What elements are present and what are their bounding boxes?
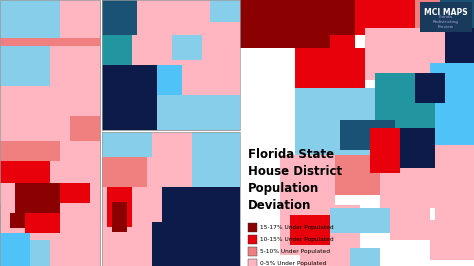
Bar [435, 185, 474, 220]
Bar [420, 2, 472, 32]
Text: Population: Population [248, 182, 319, 195]
Bar [415, 73, 445, 103]
Bar [280, 155, 335, 205]
Bar [102, 132, 240, 266]
Bar [370, 128, 400, 173]
Bar [340, 120, 395, 150]
Bar [172, 0, 210, 18]
Bar [248, 259, 257, 266]
Bar [248, 247, 257, 256]
Bar [102, 35, 132, 65]
Bar [102, 157, 147, 187]
Text: Florida
Redistricting
Preview: Florida Redistricting Preview [433, 15, 459, 29]
Bar [162, 187, 240, 222]
Bar [390, 205, 430, 240]
Bar [102, 132, 240, 266]
Bar [0, 0, 60, 38]
Bar [0, 0, 100, 266]
Bar [182, 65, 240, 90]
Bar [240, 0, 355, 48]
Bar [290, 215, 330, 245]
Bar [70, 116, 100, 141]
Bar [0, 0, 100, 266]
Bar [335, 155, 380, 195]
Bar [0, 233, 30, 266]
Bar [295, 88, 375, 128]
Bar [365, 28, 430, 80]
Bar [0, 38, 100, 46]
Text: House District: House District [248, 165, 342, 178]
Bar [0, 46, 50, 86]
Bar [10, 213, 25, 228]
Bar [192, 157, 240, 187]
Bar [248, 235, 257, 244]
Bar [0, 183, 15, 203]
Text: 10-15% Under Populated: 10-15% Under Populated [260, 237, 334, 242]
Bar [15, 183, 60, 213]
Bar [330, 208, 390, 233]
Bar [0, 86, 100, 116]
Bar [30, 240, 50, 266]
Bar [102, 65, 157, 130]
Bar [102, 222, 152, 266]
Bar [280, 205, 360, 255]
Text: 15-17% Under Populated: 15-17% Under Populated [260, 225, 334, 230]
Bar [440, 0, 474, 28]
Bar [248, 247, 257, 256]
Bar [132, 187, 162, 222]
Bar [435, 100, 474, 145]
Bar [132, 35, 172, 60]
Bar [202, 35, 240, 60]
Bar [240, 0, 474, 266]
Bar [192, 132, 240, 157]
Bar [25, 213, 60, 233]
Bar [430, 28, 474, 73]
Text: Florida State: Florida State [248, 148, 334, 161]
Bar [300, 245, 350, 266]
Bar [330, 35, 355, 55]
Text: MCI MAPS: MCI MAPS [424, 8, 468, 17]
Bar [430, 220, 474, 260]
Bar [0, 116, 70, 141]
Bar [415, 0, 470, 28]
Bar [295, 128, 395, 173]
Bar [355, 0, 415, 35]
Bar [60, 141, 100, 161]
Bar [0, 141, 60, 161]
Bar [112, 202, 127, 232]
Bar [147, 157, 192, 187]
Bar [102, 0, 240, 130]
Bar [137, 0, 172, 25]
Bar [248, 259, 257, 266]
Bar [445, 28, 474, 63]
Bar [60, 183, 90, 203]
Bar [102, 0, 137, 35]
Bar [152, 222, 240, 266]
Bar [430, 63, 474, 101]
Bar [102, 0, 240, 130]
Text: Deviation: Deviation [248, 199, 311, 212]
Bar [375, 73, 440, 128]
Bar [157, 95, 240, 130]
Bar [0, 161, 50, 183]
Bar [50, 161, 100, 183]
Bar [107, 187, 132, 227]
Bar [350, 248, 380, 266]
Bar [248, 223, 257, 232]
Bar [152, 132, 192, 157]
Bar [435, 145, 474, 185]
Bar [210, 0, 240, 22]
Bar [172, 35, 202, 60]
Bar [157, 65, 182, 95]
Bar [50, 46, 100, 66]
Text: 5-10% Under Populated: 5-10% Under Populated [260, 249, 330, 254]
Bar [248, 235, 257, 244]
Bar [380, 168, 435, 208]
Bar [248, 223, 257, 232]
Bar [102, 132, 152, 157]
Bar [295, 48, 365, 88]
Bar [60, 0, 100, 20]
Text: 0-5% Under Populated: 0-5% Under Populated [260, 261, 327, 266]
Bar [400, 128, 435, 168]
